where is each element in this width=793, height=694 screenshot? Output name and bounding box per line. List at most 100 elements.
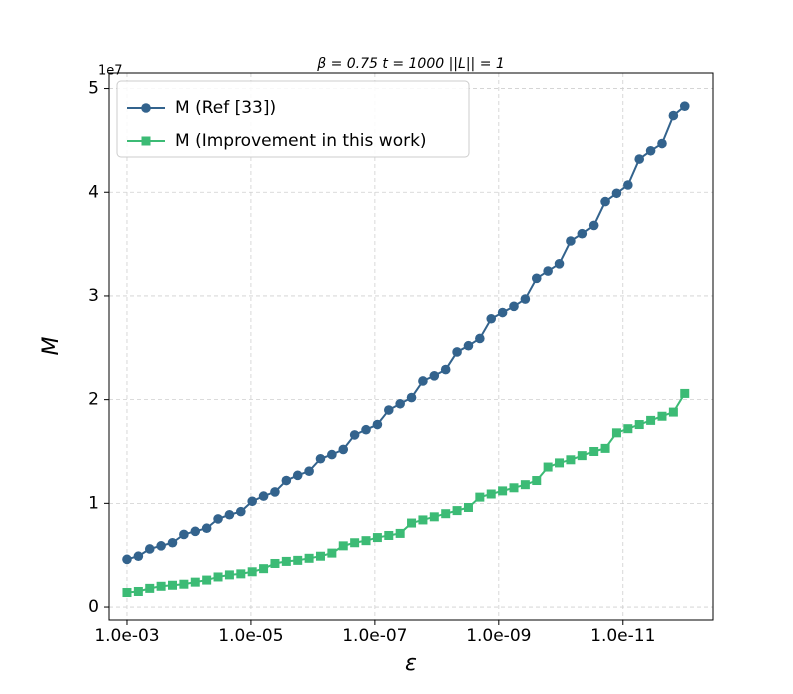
marker [679,101,690,111]
marker [395,398,405,409]
legend-box [116,80,470,158]
marker [429,512,439,522]
marker [520,480,530,490]
series-line [126,105,686,561]
y-offset-label: 1e7 [98,64,123,79]
marker [577,451,587,461]
marker [145,583,155,593]
marker [509,301,519,312]
marker [543,462,553,472]
marker [532,476,542,486]
marker [156,541,166,551]
marker [122,554,132,565]
marker [383,405,394,415]
marker [645,145,656,156]
marker [247,496,257,507]
marker [486,313,497,324]
marker [407,518,417,528]
marker [555,458,565,468]
plot-frame [108,72,714,621]
y-tick-label: 3 [88,286,99,306]
marker [213,514,223,524]
marker [168,580,178,590]
marker [600,196,610,207]
marker [270,558,280,568]
marker [258,491,269,501]
marker [634,154,645,164]
marker [452,347,462,357]
marker [270,487,280,497]
x-tick-label: 1.0e-05 [218,626,283,646]
marker [361,424,371,435]
marker [304,466,314,476]
marker [566,236,576,246]
y-tick-label: 1 [88,493,99,513]
marker [463,502,473,512]
marker [190,577,200,587]
series-line [126,392,686,594]
marker [315,453,326,464]
marker [554,259,565,269]
marker [566,455,576,465]
legend-marker [141,103,151,113]
marker [213,572,223,582]
marker [372,419,383,430]
marker [611,428,621,438]
marker [600,443,610,453]
marker [418,376,428,386]
marker [281,556,291,566]
y-tick-label: 0 [88,597,99,617]
marker [634,420,644,430]
marker [349,430,360,440]
marker [292,470,303,481]
marker [543,266,553,276]
marker [611,188,622,199]
marker [588,220,599,231]
marker [657,411,667,421]
marker [498,486,508,496]
marker [646,415,656,425]
marker [327,449,337,460]
marker [179,529,189,540]
marker [668,110,679,121]
marker [236,506,246,517]
y-axis-label: M [39,336,64,355]
marker [372,533,382,543]
legend-label: M (Ref [33]) [175,98,276,118]
marker [156,581,166,591]
y-tick-label: 2 [88,390,99,410]
marker [259,564,269,574]
x-tick-label: 1.0e-09 [466,626,531,646]
marker [509,483,519,493]
legend-label: M (Improvement in this work) [175,131,427,151]
marker [350,538,360,548]
x-tick-label: 1.0e-03 [94,626,159,646]
y-tick-label: 4 [88,182,99,202]
marker [406,392,417,403]
marker [179,579,189,589]
marker [236,569,246,579]
x-axis-label: ε [405,651,417,676]
marker [202,575,212,585]
marker [623,180,633,190]
marker [338,444,349,455]
marker [384,530,394,540]
marker [623,424,633,434]
marker [486,489,496,499]
y-tick-label: 5 [88,79,99,99]
marker [475,333,485,344]
marker [429,370,440,381]
marker [190,526,201,537]
marker [531,273,542,284]
marker [577,228,588,239]
marker [293,555,303,565]
marker [680,388,690,398]
marker [463,340,474,351]
marker [520,294,531,304]
marker [224,570,234,580]
marker [497,307,508,318]
marker [122,588,132,598]
marker [133,551,144,562]
marker [418,515,428,525]
